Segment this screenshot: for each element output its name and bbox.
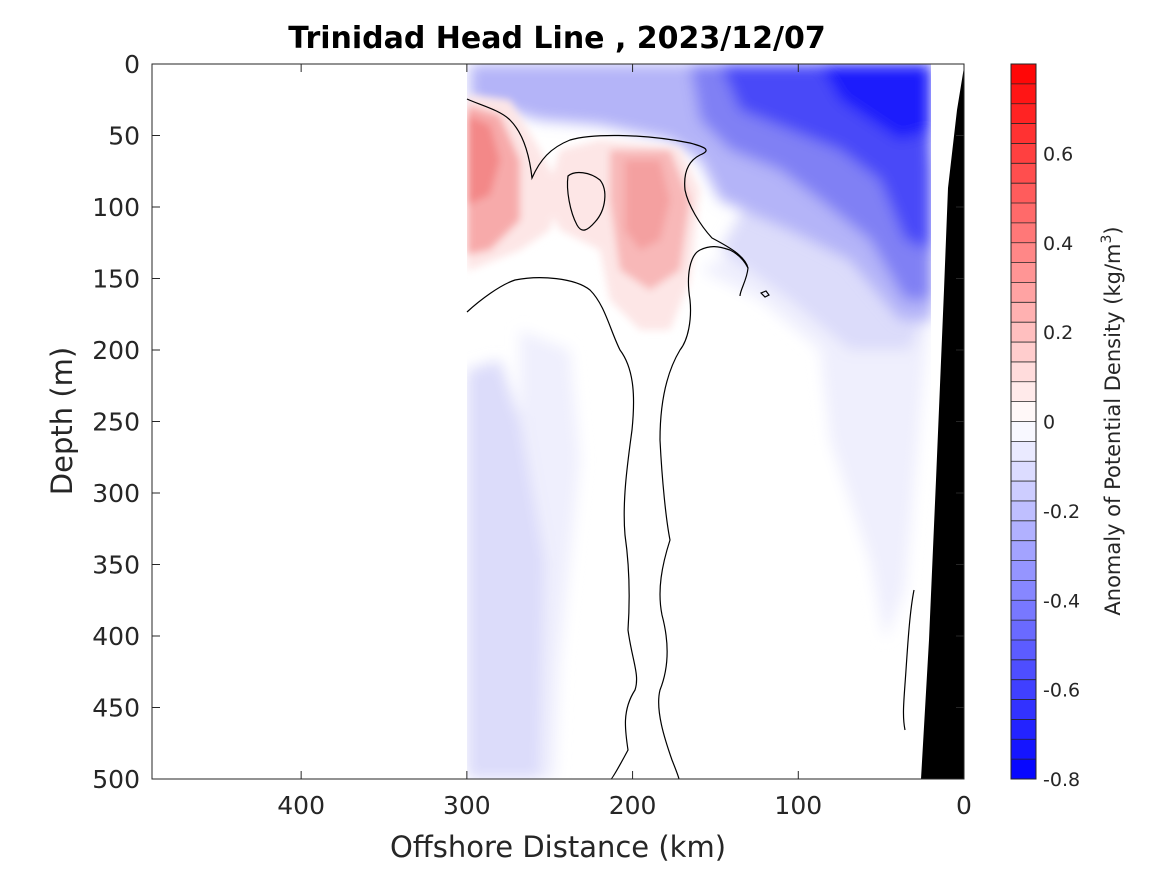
- colorbar-swatch: [1011, 64, 1036, 85]
- y-tick-label: 200: [92, 336, 140, 365]
- y-tick-label: 250: [92, 408, 140, 437]
- colorbar-swatch: [1011, 123, 1036, 144]
- colorbar-swatch: [1011, 560, 1036, 581]
- subsurface-red-central-core: [625, 160, 670, 250]
- x-tick-label: 100: [774, 791, 822, 820]
- colorbar-tick-label: -0.2: [1043, 501, 1080, 523]
- colorbar-swatch: [1011, 282, 1036, 303]
- colorbar: [1011, 64, 1036, 780]
- y-tick-label: 150: [92, 265, 140, 294]
- y-tick-label: 300: [92, 479, 140, 508]
- zero-contour-lower: [466, 277, 638, 780]
- colorbar-swatch: [1011, 520, 1036, 542]
- colorbar-swatch: [1011, 401, 1036, 422]
- subsurface-red-west-core: [467, 115, 500, 205]
- colorbar-swatch: [1011, 739, 1036, 760]
- colorbar-swatch: [1011, 262, 1036, 283]
- bathymetry-shelf: [921, 67, 964, 779]
- colorbar-swatch: [1011, 659, 1036, 681]
- colorbar-swatch: [1011, 441, 1036, 462]
- x-axis-ticks: 400 300 200 100 0: [277, 64, 972, 820]
- zero-contour-nearshore: [902, 589, 915, 731]
- y-tick-label: 350: [92, 551, 140, 580]
- colorbar-swatch: [1011, 83, 1036, 105]
- colorbar-swatch: [1011, 639, 1036, 661]
- x-axis-label: Offshore Distance (km): [390, 830, 726, 864]
- colorbar-swatch: [1011, 699, 1036, 720]
- x-tick-label: 300: [443, 791, 491, 820]
- colorbar-swatch: [1011, 381, 1036, 403]
- colorbar-swatch: [1011, 481, 1036, 502]
- y-axis-label: Depth (m): [45, 347, 79, 495]
- colorbar-swatch: [1011, 461, 1036, 482]
- colorbar-swatch: [1011, 759, 1036, 780]
- chart-title: Trinidad Head Line , 2023/12/07: [288, 21, 825, 56]
- colorbar-label-main: Anomaly of Potential Density (kg/m: [1101, 244, 1125, 616]
- y-tick-label: 400: [92, 622, 140, 651]
- zero-contour-central: [658, 246, 749, 780]
- zero-contour-small: [759, 290, 770, 298]
- anomaly-field: [467, 64, 931, 779]
- colorbar-tick-label: -0.8: [1043, 769, 1080, 791]
- y-tick-label: 0: [124, 50, 140, 79]
- colorbar-tick-label: 0.6: [1043, 143, 1073, 165]
- colorbar-swatch: [1011, 222, 1036, 244]
- upper-negative-anomaly: [470, 64, 931, 320]
- colorbar-swatch: [1011, 103, 1036, 125]
- x-tick-label: 0: [956, 791, 972, 820]
- colorbar-swatch: [1011, 600, 1036, 621]
- colorbar-ticks: 0.6 0.4 0.2 0 -0.2 -0.4 -0.6 -0.8: [1043, 143, 1080, 791]
- colorbar-swatch: [1011, 719, 1036, 740]
- colorbar-swatch: [1011, 183, 1036, 204]
- y-tick-label: 500: [92, 765, 140, 794]
- colorbar-swatch: [1011, 203, 1036, 224]
- colorbar-swatch: [1011, 242, 1036, 264]
- colorbar-tick-label: -0.6: [1043, 680, 1080, 702]
- colorbar-swatch: [1011, 540, 1036, 562]
- colorbar-swatch: [1011, 620, 1036, 641]
- colorbar-tick-label: 0.2: [1043, 322, 1073, 344]
- colorbar-swatch: [1011, 163, 1036, 184]
- zero-contour-loop: [566, 171, 606, 231]
- colorbar-swatch: [1011, 580, 1036, 601]
- colorbar-tick-label: 0: [1043, 412, 1055, 434]
- deep-blue-west-edge: [520, 330, 580, 779]
- colorbar-swatch: [1011, 302, 1036, 323]
- positive-anomaly: [467, 95, 700, 330]
- colorbar-swatch: [1011, 361, 1036, 383]
- colorbar-swatch: [1011, 421, 1036, 442]
- colorbar-tick-label: -0.4: [1043, 590, 1080, 612]
- colorbar-label-end: ): [1101, 226, 1125, 234]
- y-tick-label: 50: [108, 122, 140, 151]
- zero-contours: [466, 98, 915, 780]
- colorbar-swatch: [1011, 342, 1036, 363]
- colorbar-swatch: [1011, 500, 1036, 522]
- y-tick-label: 450: [92, 694, 140, 723]
- deep-blue-west-region: [467, 360, 550, 779]
- x-tick-label: 200: [609, 791, 657, 820]
- surface-blue-max-region: [820, 64, 931, 140]
- colorbar-label: Anomaly of Potential Density (kg/m3): [1099, 226, 1125, 615]
- zero-contour-upper: [466, 98, 749, 297]
- y-axis-ticks: 0 50 100 150 200 250 300 350 400 450 500: [92, 50, 964, 794]
- colorbar-swatch: [1011, 322, 1036, 343]
- y-tick-label: 100: [92, 193, 140, 222]
- colorbar-tick-label: 0.4: [1043, 233, 1073, 255]
- colorbar-swatch: [1011, 143, 1036, 164]
- colorbar-frame: [1010, 63, 1037, 780]
- x-tick-label: 400: [277, 791, 325, 820]
- colorbar-swatch: [1011, 679, 1036, 701]
- colorbar-label-sup: 3: [1099, 235, 1115, 244]
